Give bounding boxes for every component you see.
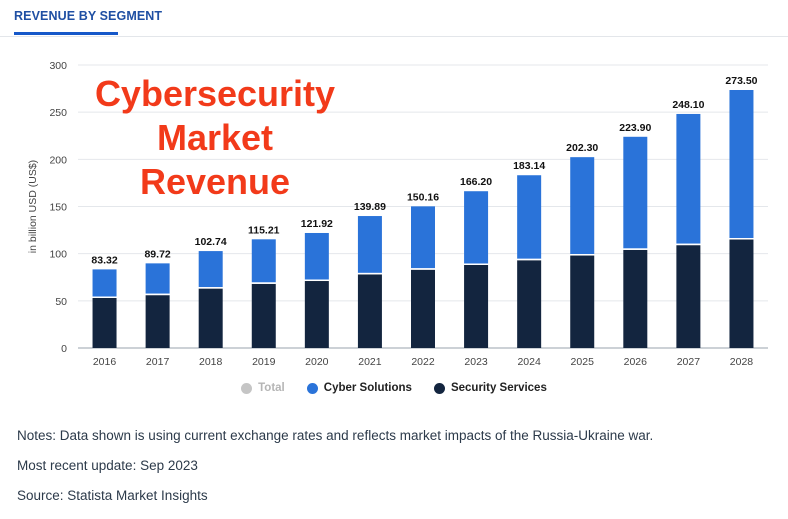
x-tick-label: 2016 [93,356,117,368]
bar-security-services [729,239,754,348]
bar-cyber-solutions [623,136,648,249]
total-data-label: 248.10 [672,99,704,111]
legend-dot-total [241,382,253,394]
bar-cyber-solutions [304,232,329,280]
y-tick-label: 200 [49,154,67,166]
source-text: Source: Statista Market Insights [17,488,208,503]
bar-cyber-solutions [729,89,754,239]
legend-dot-security-services [433,382,445,394]
bar-security-services [517,260,542,348]
y-tick-label: 100 [49,249,67,261]
bar-cyber-solutions [92,269,117,297]
bar-cyber-solutions [676,113,701,244]
active-tab-indicator [14,32,118,35]
x-tick-label: 2028 [730,356,754,368]
bar-security-services [251,283,276,348]
bar-security-services [92,298,117,348]
y-tick-label: 50 [55,296,67,308]
bar-security-services [464,264,489,348]
overlay-title-line1: Cybersecurity [94,73,336,114]
revenue-chart: 0 50 100 150 200 250 300 in billion USD (US$) 83… [27,60,768,368]
x-tick-label: 2021 [358,356,382,368]
y-axis-label: in billion USD (US$) [27,160,39,253]
bar-security-services [357,274,382,348]
x-tick-label: 2024 [517,356,541,368]
legend-item-total[interactable]: Total [241,382,285,394]
x-tick-label: 2026 [624,356,648,368]
bar-cyber-solutions [411,206,435,269]
total-data-label: 121.92 [301,218,333,230]
bar-cyber-solutions [251,239,276,283]
x-tick-label: 2017 [146,356,170,368]
bar-cyber-solutions [517,175,542,259]
bar-security-services [676,245,701,348]
chart-legend: Total Cyber Solutions Security Services [0,382,788,394]
bar-security-services [623,249,648,348]
bar-security-services [198,288,223,348]
legend-label-total: Total [258,382,285,394]
overlay-title-line3: Revenue [139,161,291,202]
update-text: Most recent update: Sep 2023 [17,458,198,473]
total-data-label: 139.89 [354,201,386,213]
y-tick-label: 150 [49,202,67,214]
x-tick-label: 2020 [305,356,329,368]
bar-cyber-solutions [464,191,489,264]
bar-security-services [145,295,170,348]
legend-dot-cyber-solutions [306,382,318,394]
total-data-label: 115.21 [248,224,280,236]
total-data-label: 202.30 [566,142,598,154]
x-tick-label: 2018 [199,356,223,368]
legend-item-security-services[interactable]: Security Services [433,382,547,394]
total-data-label: 273.50 [725,75,757,87]
total-data-label: 150.16 [407,191,439,203]
total-data-label: 223.90 [619,122,651,134]
bar-cyber-solutions [570,157,595,255]
y-tick-label: 250 [49,107,67,119]
total-data-label: 166.20 [460,176,492,188]
x-tick-label: 2022 [411,356,435,368]
bar-security-services [304,281,329,348]
y-tick-label: 0 [61,343,67,355]
bar-security-services [411,269,435,348]
tab-divider [0,36,788,37]
bar-security-services [570,255,595,348]
x-tick-label: 2025 [571,356,595,368]
legend-item-cyber-solutions[interactable]: Cyber Solutions [306,382,412,394]
bar-cyber-solutions [198,251,223,288]
notes-text: Notes: Data shown is using current excha… [17,428,654,443]
tab-revenue-by-segment[interactable]: REVENUE BY SEGMENT [14,9,163,23]
legend-label-security-services: Security Services [450,382,547,394]
total-data-label: 102.74 [195,236,227,248]
total-data-label: 183.14 [513,160,545,172]
x-tick-label: 2023 [464,356,488,368]
bar-cyber-solutions [145,263,170,294]
x-tick-label: 2027 [677,356,701,368]
x-tick-label: 2019 [252,356,276,368]
total-data-label: 83.32 [91,254,117,266]
y-tick-label: 300 [49,60,67,72]
legend-label-cyber-solutions: Cyber Solutions [323,382,412,394]
overlay-title-line2: Market [156,117,274,158]
bar-cyber-solutions [357,216,382,273]
total-data-label: 89.72 [144,248,170,260]
overlay-title: Cybersecurity Market Revenue [80,72,350,204]
